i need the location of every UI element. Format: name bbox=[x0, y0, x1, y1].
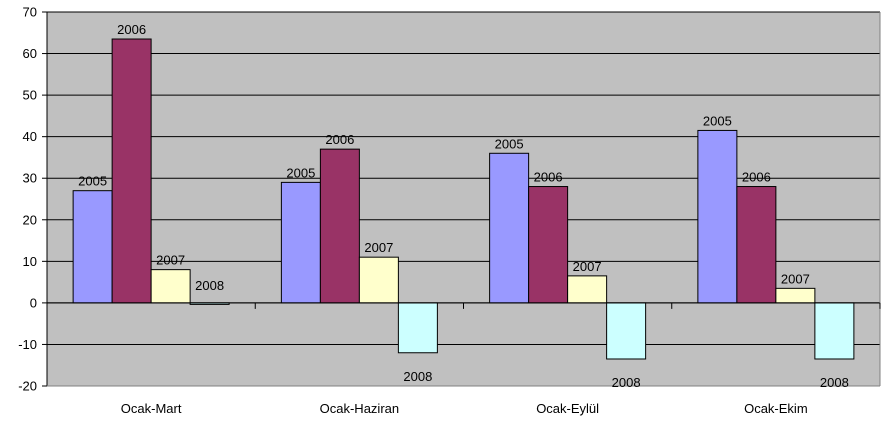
bar-2006-ocak-ekim bbox=[737, 187, 776, 303]
data-label: 2006 bbox=[117, 22, 146, 37]
bar-2008-ocak-eylül bbox=[607, 303, 646, 359]
y-tick-label: 50 bbox=[23, 88, 37, 103]
bar-2007-ocak-haziran bbox=[359, 257, 398, 303]
data-label: 2007 bbox=[364, 240, 393, 255]
data-label: 2008 bbox=[820, 375, 849, 390]
bar-2007-ocak-mart bbox=[151, 270, 190, 303]
y-tick-label: 20 bbox=[23, 212, 37, 227]
y-tick-label: 60 bbox=[23, 46, 37, 61]
data-label: 2008 bbox=[195, 278, 224, 293]
category-label: Ocak-Mart bbox=[121, 401, 182, 416]
bar-2008-ocak-haziran bbox=[398, 303, 437, 353]
data-label: 2006 bbox=[742, 170, 771, 185]
bar-2006-ocak-mart bbox=[112, 39, 151, 303]
bar-2006-ocak-eylül bbox=[529, 187, 568, 303]
y-tick-label: -20 bbox=[18, 379, 37, 394]
bar-2007-ocak-eylül bbox=[568, 276, 607, 303]
bar-2005-ocak-eylül bbox=[490, 153, 529, 303]
y-tick-labels: -20 -10 0 10 20 30 40 50 60 70 bbox=[18, 5, 37, 394]
category-label: Ocak-Ekim bbox=[744, 401, 808, 416]
data-label: 2005 bbox=[78, 174, 107, 189]
y-tick-label: 10 bbox=[23, 254, 37, 269]
data-label: 2007 bbox=[573, 259, 602, 274]
bar-2005-ocak-ekim bbox=[698, 130, 737, 302]
y-tick-label: 0 bbox=[30, 295, 37, 310]
y-tick-label: 40 bbox=[23, 129, 37, 144]
bar-2008-ocak-ekim bbox=[815, 303, 854, 359]
bar-2007-ocak-ekim bbox=[776, 288, 815, 303]
data-label: 2005 bbox=[703, 113, 732, 128]
data-label: 2007 bbox=[781, 271, 810, 286]
data-label: 2006 bbox=[534, 170, 563, 185]
bar-2005-ocak-haziran bbox=[281, 182, 320, 303]
y-tick-label: 30 bbox=[23, 171, 37, 186]
bar-2006-ocak-haziran bbox=[320, 149, 359, 303]
bar-2005-ocak-mart bbox=[73, 191, 112, 303]
data-label: 2007 bbox=[156, 253, 185, 268]
data-label: 2008 bbox=[612, 375, 641, 390]
category-labels: Ocak-Mart Ocak-Haziran Ocak-Eylül Ocak-Ekim bbox=[121, 401, 808, 416]
data-label: 2008 bbox=[403, 369, 432, 384]
data-label: 2005 bbox=[286, 165, 315, 180]
category-label: Ocak-Haziran bbox=[320, 401, 399, 416]
y-tick-label: 70 bbox=[23, 5, 37, 20]
category-label: Ocak-Eylül bbox=[536, 401, 599, 416]
data-label: 2006 bbox=[325, 132, 354, 147]
data-label: 2005 bbox=[495, 136, 524, 151]
y-tick-label: -10 bbox=[18, 337, 37, 352]
